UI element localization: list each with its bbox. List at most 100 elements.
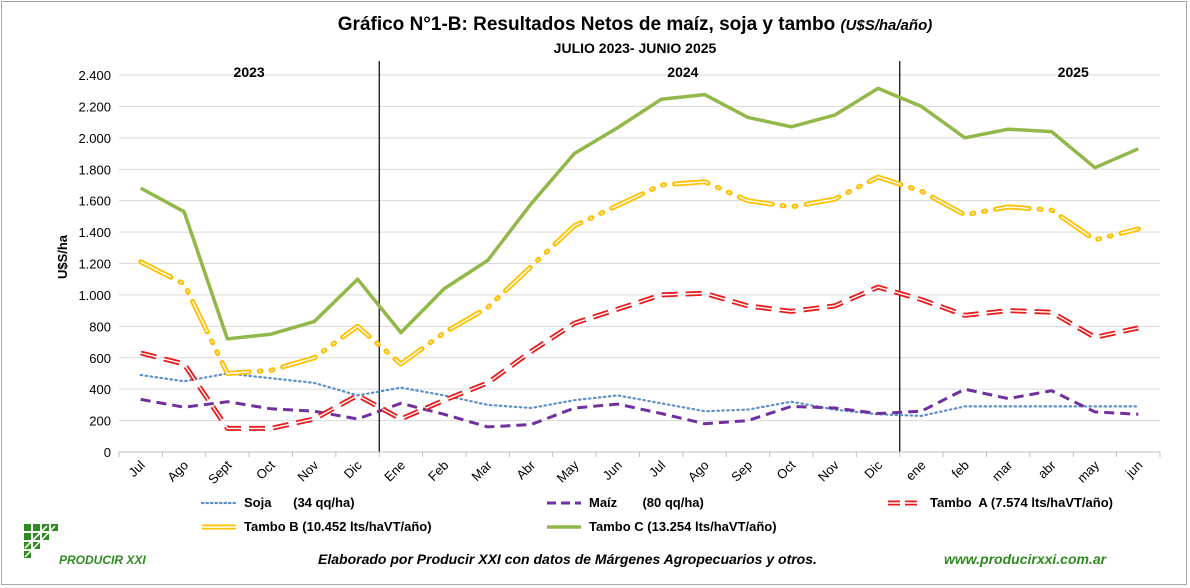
series-line-tambo-b-inner: [140, 176, 1139, 375]
data-point: [443, 413, 445, 415]
logo-text: PRODUCIR XXI: [59, 553, 146, 567]
data-point: [183, 210, 185, 212]
data-point: [660, 402, 662, 404]
data-point: [747, 419, 749, 421]
data-point: [1137, 148, 1139, 150]
legend-item-tambo-a: Tambo A (7.574 lts/haVT/año): [886, 495, 1113, 510]
x-tick-label: Dic: [341, 457, 365, 481]
data-point: [530, 265, 532, 267]
data-point: [530, 203, 532, 205]
y-tick-label: 200: [89, 414, 111, 429]
data-point: [660, 184, 662, 186]
series-3: [138, 174, 1141, 376]
x-tick-label: Nov: [815, 457, 842, 484]
data-point: [270, 427, 272, 429]
data-point: [1050, 209, 1052, 211]
data-point: [617, 394, 619, 396]
data-point: [400, 402, 402, 404]
data-point: [617, 308, 619, 310]
data-point: [1007, 397, 1009, 399]
data-point: [877, 87, 879, 89]
data-point: [703, 410, 705, 412]
legend-swatch-tambo-b: [202, 524, 236, 529]
data-point: [226, 401, 228, 403]
chart-title-units: (U$S/ha/año): [840, 17, 933, 34]
legend-label-tambo-c: Tambo C (13.254 lts/haVT/año): [589, 519, 777, 534]
data-point: [400, 418, 402, 420]
y-tick-label: 600: [89, 351, 111, 366]
data-point: [1137, 228, 1139, 230]
data-point: [443, 331, 445, 333]
legend-item-maiz: Maíz (80 qq/ha): [545, 495, 704, 510]
y-tick-label: 2.400: [78, 68, 111, 83]
footer-url[interactable]: www.producirxxi.com.ar: [944, 551, 1107, 567]
data-point: [1050, 130, 1052, 132]
data-point: [833, 114, 835, 116]
x-tick-label: Jun: [600, 458, 625, 483]
data-point: [400, 363, 402, 365]
x-tick-label: Oct: [253, 457, 278, 482]
data-point: [920, 190, 922, 192]
chart-title-text: Gráfico N°1-B: Resultados Netos de maíz,…: [337, 14, 836, 35]
arrows-logo-icon: [24, 524, 58, 558]
data-point: [703, 292, 705, 294]
data-point: [486, 426, 488, 428]
data-point: [1137, 405, 1139, 407]
x-tick-label: abr: [1035, 457, 1059, 481]
data-point: [486, 404, 488, 406]
x-tick-label: Nov: [294, 457, 321, 484]
data-point: [747, 116, 749, 118]
data-point: [1137, 413, 1139, 415]
data-point: [617, 403, 619, 405]
producir-xxi-logo: PRODUCIR XXI: [22, 522, 162, 570]
line-chart: 0 200 400 600 800 1.000 1.200 1.400 1.600 1.800 2.…: [55, 61, 1161, 487]
data-point: [443, 394, 445, 396]
legend-label-maiz: Maíz (80 qq/ha): [589, 495, 704, 510]
data-point: [964, 214, 966, 216]
data-point: [617, 126, 619, 128]
data-point: [573, 322, 575, 324]
data-point: [833, 407, 835, 409]
x-tick-label: jun: [1122, 458, 1146, 482]
data-point: [790, 126, 792, 128]
data-point: [1007, 128, 1009, 130]
data-point: [920, 105, 922, 107]
data-point: [270, 377, 272, 379]
data-point: [486, 382, 488, 384]
data-point: [443, 287, 445, 289]
data-point: [226, 372, 228, 374]
data-point: [313, 410, 315, 412]
x-tick-label: Sep: [728, 458, 755, 485]
data-point: [530, 423, 532, 425]
data-point: [1094, 166, 1096, 168]
legend-item-soja: Soja (34 qq/ha): [200, 495, 355, 510]
y-tick-label: 2.000: [78, 131, 111, 146]
gridlines: [119, 74, 1160, 422]
data-point: [270, 333, 272, 335]
data-point: [139, 398, 141, 400]
data-point: [139, 261, 141, 263]
chart-subtitle: JULIO 2023- JUNIO 2025: [553, 40, 717, 56]
data-point: [833, 305, 835, 307]
footer-credit: Elaborado por Producir XXI con datos de …: [318, 551, 817, 567]
data-point: [660, 412, 662, 414]
data-point: [356, 394, 358, 396]
x-tick-label: Oct: [774, 457, 799, 482]
series-line-tambo-b: [138, 174, 1141, 376]
legend-swatch-maiz: [547, 501, 581, 504]
data-point: [183, 363, 185, 365]
data-point: [313, 418, 315, 420]
data-point: [747, 408, 749, 410]
legend-swatch-tambo-c: [547, 524, 581, 529]
year-label: 2025: [1058, 64, 1089, 80]
year-label: 2024: [667, 64, 698, 80]
data-point: [1007, 309, 1009, 311]
series-line-soja: [139, 372, 1140, 417]
data-point: [183, 380, 185, 382]
data-point: [139, 352, 141, 354]
data-point: [226, 338, 228, 340]
data-point: [356, 325, 358, 327]
data-point: [660, 98, 662, 100]
data-point: [486, 259, 488, 261]
